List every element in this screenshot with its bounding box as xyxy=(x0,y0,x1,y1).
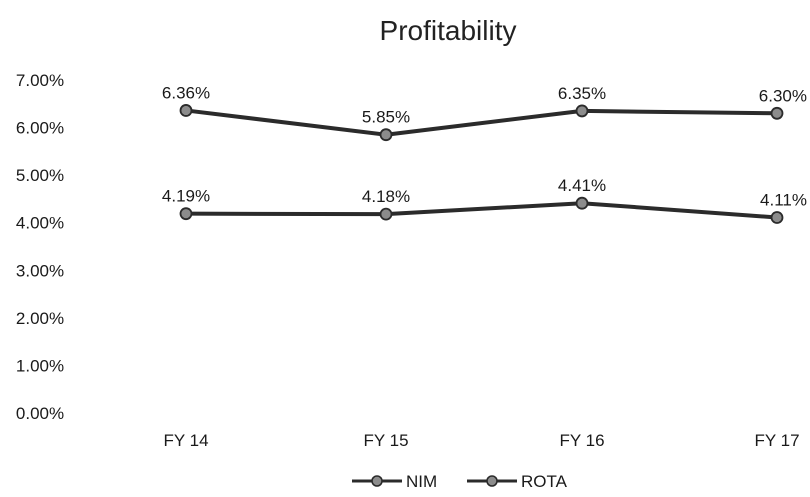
x-axis: FY 14 FY 15 FY 16 FY 17 xyxy=(163,431,799,450)
data-label-nim: 4.19% xyxy=(162,187,210,206)
data-label-rota: 5.85% xyxy=(362,108,410,127)
y-tick-label: 6.00% xyxy=(16,119,64,138)
y-tick-label: 2.00% xyxy=(16,309,64,328)
series-line-rota xyxy=(184,108,779,137)
y-axis: 7.00% 6.00% 5.00% 4.00% 3.00% 2.00% 1.00% 0.00% xyxy=(16,71,64,423)
y-tick-label: 5.00% xyxy=(16,166,64,185)
legend-label-nim: NIM xyxy=(406,472,437,491)
y-tick-label: 0.00% xyxy=(16,404,64,423)
legend: NIM ROTA xyxy=(352,472,568,491)
legend-label-rota: ROTA xyxy=(521,472,568,491)
data-label-rota: 6.30% xyxy=(759,86,807,105)
data-point-nim xyxy=(179,207,193,221)
data-point-nim xyxy=(575,196,589,210)
data-point-rota xyxy=(379,128,393,142)
x-tick-label: FY 14 xyxy=(163,431,208,450)
chart-title: Profitability xyxy=(380,15,517,46)
series-rota: 6.36% 5.85% 6.35% 6.30% xyxy=(162,83,807,142)
data-label-rota: 6.36% xyxy=(162,83,210,102)
legend-item-nim: NIM xyxy=(352,472,437,491)
y-tick-label: 1.00% xyxy=(16,356,64,375)
x-tick-label: FY 16 xyxy=(559,431,604,450)
series-nim: 4.19% 4.18% 4.41% 4.11% xyxy=(162,176,807,224)
x-tick-label: FY 17 xyxy=(754,431,799,450)
y-tick-label: 3.00% xyxy=(16,261,64,280)
data-label-nim: 4.18% xyxy=(362,187,410,206)
data-label-nim: 4.11% xyxy=(760,190,807,209)
y-tick-label: 7.00% xyxy=(16,71,64,90)
data-point-rota xyxy=(770,106,784,120)
y-tick-label: 4.00% xyxy=(16,214,64,233)
data-point-rota xyxy=(575,104,589,118)
data-label-rota: 6.35% xyxy=(558,84,606,103)
data-point-nim xyxy=(379,207,393,221)
x-tick-label: FY 15 xyxy=(363,431,408,450)
series-layer: 4.19% 4.18% 4.41% 4.11% 6.36% 5.85% 6.35% 6.30% xyxy=(162,83,807,224)
data-point-rota xyxy=(179,104,193,117)
legend-marker-nim xyxy=(371,475,383,487)
data-point-nim xyxy=(770,211,784,224)
series-line-nim xyxy=(184,201,779,220)
legend-item-rota: ROTA xyxy=(467,472,568,491)
legend-marker-rota xyxy=(486,475,498,487)
data-label-nim: 4.41% xyxy=(558,176,606,195)
